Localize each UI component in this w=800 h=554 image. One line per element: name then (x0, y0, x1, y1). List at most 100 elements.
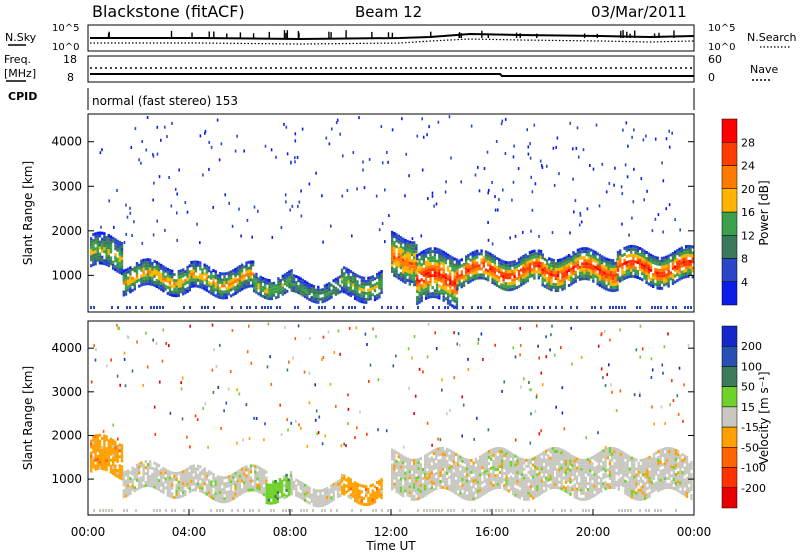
range-cell (479, 467, 482, 471)
range-cell (265, 476, 268, 480)
range-cell (643, 255, 646, 259)
range-cell (118, 255, 121, 259)
range-cell (408, 276, 411, 280)
range-cell (415, 488, 418, 492)
range-cell (551, 483, 554, 487)
range-cell (512, 489, 515, 493)
range-cell (413, 253, 416, 257)
range-cell (607, 258, 610, 262)
range-cell (114, 473, 117, 477)
range-cell (491, 254, 494, 257)
range-cell (687, 306, 689, 309)
range-cell (556, 265, 560, 268)
range-cell (547, 454, 550, 458)
range-cell (290, 272, 293, 276)
range-cell (114, 464, 117, 468)
range-cell (116, 239, 119, 243)
range-cell (483, 452, 486, 456)
date-title: 03/Mar/2011 (591, 3, 687, 21)
range-cell (175, 291, 178, 295)
range-cell (415, 482, 418, 486)
range-cell (380, 493, 383, 497)
range-cell (334, 484, 338, 488)
range-cell (525, 473, 528, 477)
range-cell (474, 490, 477, 494)
range-cell (182, 494, 185, 498)
range-cell (152, 233, 155, 237)
range-cell (362, 279, 366, 283)
range-cell (512, 468, 515, 472)
range-cell (560, 451, 563, 455)
range-cell (127, 481, 130, 485)
range-cell (395, 484, 398, 487)
range-cell (94, 434, 97, 438)
range-cell (173, 474, 176, 478)
range-cell (266, 281, 269, 285)
range-cell (173, 294, 176, 298)
range-cell (668, 145, 671, 149)
range-cell (430, 465, 433, 469)
range-cell (92, 260, 95, 264)
colorbar-swatch (721, 211, 738, 236)
range-cell (188, 484, 191, 488)
range-cell (349, 481, 352, 485)
range-cell (369, 297, 372, 301)
range-cell (547, 463, 550, 467)
range-cell (186, 210, 189, 214)
range-cell (554, 271, 558, 275)
range-cell (569, 231, 571, 235)
range-cell (135, 265, 139, 268)
range-cell (613, 477, 616, 481)
range-cell (424, 475, 427, 479)
range-cell (183, 306, 185, 309)
range-cell (512, 480, 515, 484)
range-cell (146, 267, 150, 271)
range-cell (550, 267, 553, 271)
range-cell (524, 253, 527, 257)
range-cell (218, 499, 222, 503)
range-cell (105, 465, 108, 469)
range-cell (362, 160, 364, 164)
range-cell (94, 256, 97, 260)
range-cell (452, 490, 455, 494)
range-cell (516, 489, 519, 492)
range-cell (452, 463, 455, 467)
range-cell (490, 451, 493, 455)
range-cell (456, 278, 459, 282)
range-cell (116, 248, 119, 252)
range-cell (440, 291, 443, 295)
range-cell (584, 485, 587, 489)
range-cell (524, 280, 527, 284)
range-cell (395, 233, 398, 237)
range-cell (585, 262, 588, 266)
range-cell (399, 477, 403, 481)
range-cell (96, 467, 99, 470)
range-cell (399, 456, 403, 460)
range-cell (162, 280, 165, 284)
range-cell (426, 486, 429, 490)
range-cell (240, 284, 244, 288)
range-cell (96, 443, 99, 446)
range-cell (549, 447, 552, 451)
range-cell (157, 280, 161, 284)
range-cell (448, 466, 451, 470)
range-cell (665, 282, 668, 286)
range-cell (480, 273, 483, 277)
range-cell (506, 270, 510, 274)
range-cell (520, 274, 523, 278)
range-cell (168, 473, 172, 477)
range-cell (234, 480, 237, 484)
range-cell (595, 123, 598, 127)
range-cell (636, 273, 639, 276)
range-cell (216, 478, 220, 482)
range-cell (621, 263, 624, 267)
range-cell (157, 482, 161, 486)
range-cell (358, 483, 361, 487)
range-cell (245, 486, 248, 490)
range-cell (424, 269, 428, 273)
range-cell (441, 467, 444, 471)
range-cell (603, 274, 606, 278)
range-cell (153, 271, 156, 275)
range-cell (470, 491, 473, 495)
range-cell (116, 445, 119, 448)
